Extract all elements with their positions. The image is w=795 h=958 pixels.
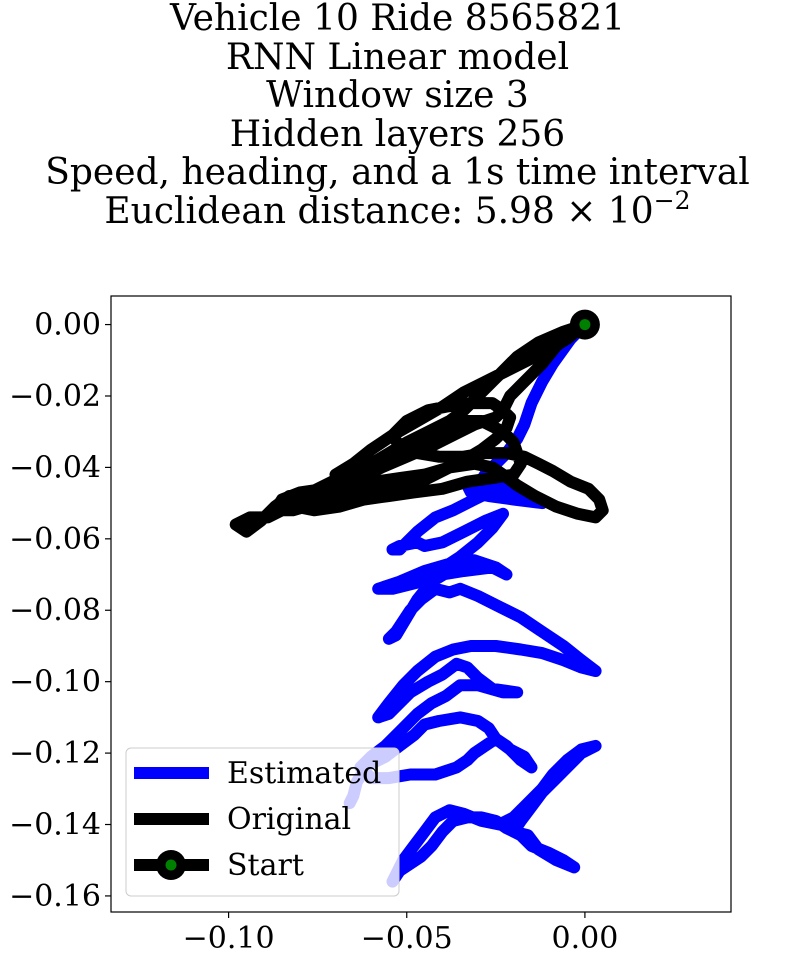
marker-layer: [569, 309, 600, 340]
y-tick-label: −0.02: [9, 379, 101, 414]
chart-title: Vehicle 10 Ride 8565821 RNN Linear model…: [0, 0, 795, 231]
series-layer: [229, 318, 609, 888]
series-line-original: [229, 318, 609, 538]
title-distance-exponent: −2: [653, 185, 691, 215]
x-tick-label: −0.05: [361, 921, 453, 956]
y-axis: 0.00 −0.02 −0.04 −0.06 −0.08 −0.10 −0.12 −0.14 −…: [9, 308, 111, 914]
legend-label-start: Start: [227, 848, 304, 883]
legend-label-original: Original: [227, 802, 351, 837]
y-tick-label: −0.14: [9, 808, 101, 843]
legend-label-estimated: Estimated: [227, 756, 381, 791]
title-line-model: RNN Linear model: [225, 36, 570, 78]
title-line-features: Speed, heading, and a 1s time interval: [45, 152, 750, 193]
start-marker-center: [579, 319, 591, 331]
y-tick-label: −0.10: [9, 665, 101, 700]
y-tick-label: −0.08: [9, 593, 101, 628]
x-tick-label: −0.10: [183, 921, 275, 956]
legend-start-marker-center: [165, 859, 177, 871]
y-tick-label: −0.06: [9, 522, 101, 557]
title-distance-text: Euclidean distance: 5.98 × 10: [104, 190, 654, 232]
title-line-window: Window size 3: [266, 75, 529, 116]
legend: Estimated Original Start: [125, 747, 400, 897]
y-tick-label: 0.00: [34, 308, 101, 343]
title-line-distance: Euclidean distance: 5.98 × 10−2: [0, 188, 795, 232]
y-tick-label: −0.12: [9, 736, 101, 771]
y-tick-label: −0.16: [9, 879, 101, 914]
series-line-estimated: [343, 322, 602, 810]
title-line-vehicle: Vehicle 10 Ride 8565821: [169, 0, 626, 39]
y-tick-label: −0.04: [9, 450, 101, 485]
x-axis: −0.10 −0.05 0.00: [183, 912, 619, 956]
x-tick-label: 0.00: [552, 921, 619, 956]
series-line-estimated-lower: [386, 739, 602, 888]
plot-frame: [110, 295, 732, 913]
title-line-hidden: Hidden layers 256: [229, 113, 566, 155]
